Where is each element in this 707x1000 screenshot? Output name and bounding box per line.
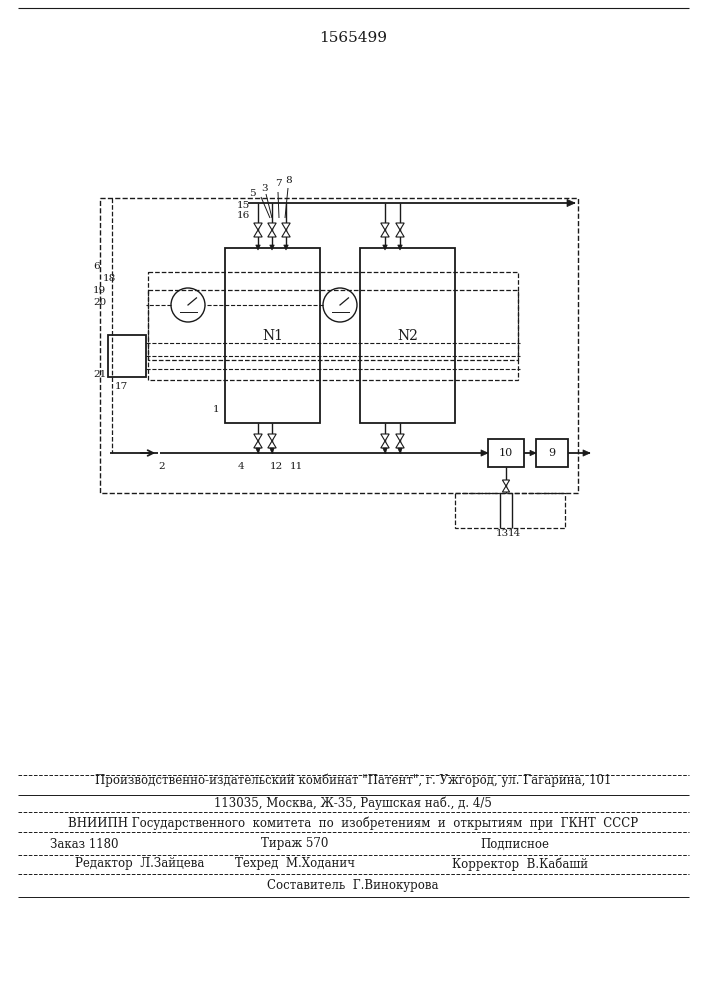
Bar	[488, 439, 524, 467]
Text: 5: 5	[249, 189, 255, 198]
Text: 3: 3	[262, 184, 269, 193]
Polygon shape	[398, 245, 402, 250]
Text: Составитель  Г.Винокурова: Составитель Г.Винокурова	[267, 880, 439, 892]
Polygon shape	[282, 230, 290, 237]
Polygon shape	[268, 230, 276, 237]
Text: N2: N2	[397, 328, 418, 342]
Bar	[225, 248, 320, 423]
Polygon shape	[256, 448, 260, 453]
Polygon shape	[254, 230, 262, 237]
Bar	[100, 198, 578, 493]
Polygon shape	[268, 223, 276, 230]
Text: 113035, Москва, Ж-35, Раушская наб., д. 4/5: 113035, Москва, Ж-35, Раушская наб., д. …	[214, 796, 492, 810]
Text: Техред  М.Ходанич: Техред М.Ходанич	[235, 857, 355, 870]
Polygon shape	[382, 245, 387, 250]
Polygon shape	[270, 448, 274, 453]
Bar	[108, 335, 146, 377]
Text: 11: 11	[290, 462, 303, 471]
Polygon shape	[268, 434, 276, 441]
Text: 1565499: 1565499	[319, 31, 387, 45]
Polygon shape	[254, 441, 262, 448]
Polygon shape	[481, 450, 488, 456]
Text: 9: 9	[549, 448, 556, 458]
Polygon shape	[396, 441, 404, 448]
Text: 13: 13	[496, 529, 509, 538]
Text: 15: 15	[237, 201, 250, 210]
Text: N1: N1	[262, 328, 283, 342]
Polygon shape	[530, 450, 536, 456]
Polygon shape	[381, 230, 389, 237]
Text: Редактор  Л.Зайцева: Редактор Л.Зайцева	[75, 857, 204, 870]
Polygon shape	[270, 245, 274, 250]
Text: 17: 17	[115, 382, 128, 391]
Text: 6: 6	[93, 262, 100, 271]
Text: 2: 2	[158, 462, 165, 471]
Polygon shape	[284, 245, 288, 250]
Text: 16: 16	[237, 211, 250, 220]
Text: 20: 20	[93, 298, 106, 307]
Text: Подписное: Подписное	[480, 838, 549, 850]
Polygon shape	[503, 486, 510, 492]
Text: Корректор  В.Кабашй: Корректор В.Кабашй	[452, 857, 588, 871]
Polygon shape	[396, 434, 404, 441]
Polygon shape	[396, 223, 404, 230]
Text: Производственно-издательский комбинат "Патент", г. Ужгород, ул. Гагарина, 101: Производственно-издательский комбинат "П…	[95, 773, 611, 787]
Polygon shape	[567, 199, 575, 207]
Polygon shape	[583, 450, 590, 456]
Bar	[148, 272, 518, 380]
Bar	[148, 290, 518, 360]
Text: 4: 4	[238, 462, 245, 471]
Text: 19: 19	[93, 286, 106, 295]
Text: 8: 8	[286, 176, 292, 185]
Polygon shape	[256, 245, 260, 250]
Polygon shape	[381, 441, 389, 448]
Text: Тираж 570: Тираж 570	[262, 838, 329, 850]
Bar	[455, 493, 565, 528]
Text: ВНИИПН Государственного  комитета  по  изобретениям  и  открытиям  при  ГКНТ  СС: ВНИИПН Государственного комитета по изоб…	[68, 816, 638, 830]
Text: 14: 14	[508, 529, 521, 538]
Polygon shape	[396, 230, 404, 237]
Text: 1: 1	[213, 405, 220, 414]
Polygon shape	[254, 223, 262, 230]
Polygon shape	[268, 441, 276, 448]
Polygon shape	[282, 223, 290, 230]
Polygon shape	[254, 434, 262, 441]
Polygon shape	[398, 448, 402, 453]
Text: Заказ 1180: Заказ 1180	[50, 838, 119, 850]
Text: 18: 18	[103, 274, 116, 283]
Text: 10: 10	[499, 448, 513, 458]
Bar	[360, 248, 455, 423]
Bar	[536, 439, 568, 467]
Text: 21: 21	[93, 370, 106, 379]
Polygon shape	[382, 448, 387, 453]
Polygon shape	[381, 434, 389, 441]
Text: 7: 7	[275, 179, 281, 188]
Polygon shape	[503, 480, 510, 486]
Text: 12: 12	[270, 462, 284, 471]
Polygon shape	[381, 223, 389, 230]
